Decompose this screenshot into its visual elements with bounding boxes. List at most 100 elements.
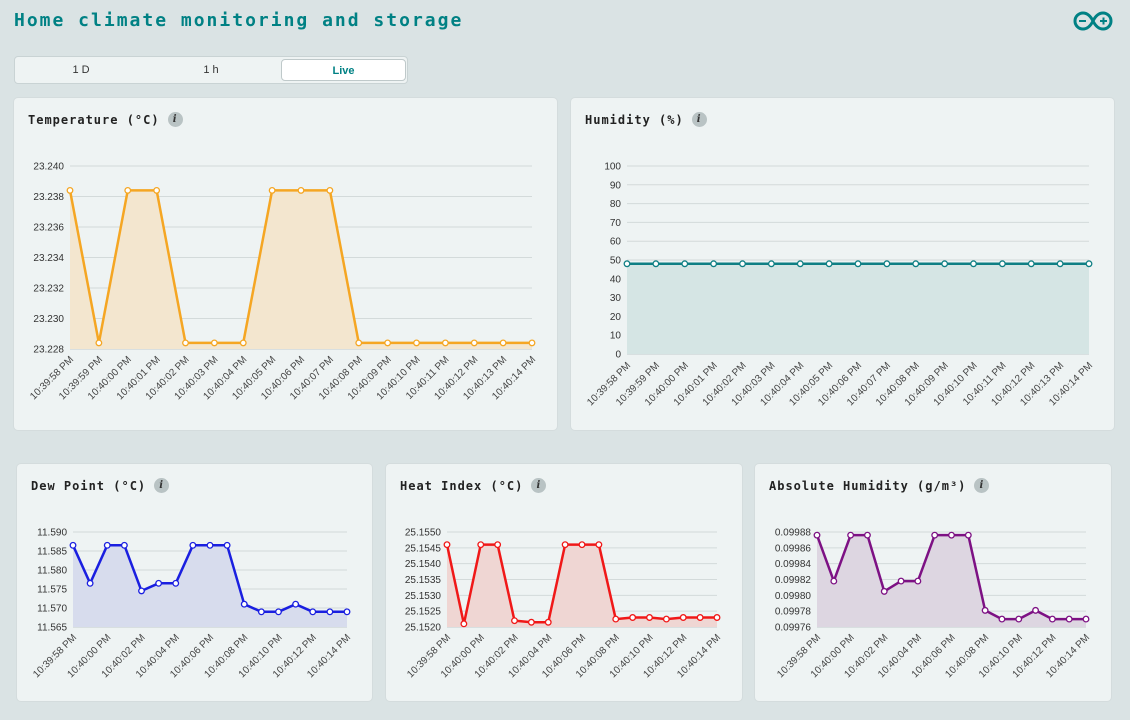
data-point[interactable] <box>86 579 94 587</box>
data-point[interactable] <box>1048 615 1056 623</box>
dew-point-card: 11.565 11.570 11.575 11.580 11.585 11.590 10:3… <box>17 464 372 701</box>
data-point[interactable] <box>739 260 746 268</box>
data-point[interactable] <box>527 618 535 626</box>
tab-live[interactable]: Live <box>281 59 406 81</box>
data-point[interactable] <box>710 260 718 268</box>
data-point[interactable] <box>499 339 507 347</box>
data-point[interactable] <box>1032 606 1040 614</box>
data-point[interactable] <box>292 600 300 608</box>
data-point[interactable] <box>511 617 518 625</box>
data-point[interactable] <box>172 579 180 587</box>
data-point[interactable] <box>914 577 922 585</box>
data-point[interactable] <box>268 186 276 194</box>
data-point[interactable] <box>883 260 891 268</box>
data-point[interactable] <box>138 587 145 595</box>
data-point[interactable] <box>998 260 1006 268</box>
data-point[interactable] <box>662 615 670 623</box>
data-point[interactable] <box>847 531 855 539</box>
data-point[interactable] <box>69 541 77 549</box>
data-point[interactable] <box>964 531 972 539</box>
data-point[interactable] <box>326 186 334 194</box>
data-point[interactable] <box>124 186 132 194</box>
info-icon[interactable]: i <box>691 112 707 127</box>
series-area <box>447 544 717 627</box>
data-point[interactable] <box>297 186 305 194</box>
data-point[interactable] <box>528 339 536 347</box>
info-icon[interactable]: i <box>154 478 170 493</box>
data-point[interactable] <box>384 339 392 347</box>
data-point[interactable] <box>796 260 804 268</box>
data-point[interactable] <box>189 541 197 549</box>
data-point[interactable] <box>681 260 689 268</box>
data-point[interactable] <box>239 339 247 347</box>
data-point[interactable] <box>240 600 248 608</box>
data-point[interactable] <box>970 260 977 268</box>
data-point[interactable] <box>1085 260 1093 268</box>
data-point[interactable] <box>912 260 920 268</box>
info-icon[interactable]: i <box>974 478 990 493</box>
data-point[interactable] <box>326 608 334 616</box>
data-point[interactable] <box>443 541 451 549</box>
data-point[interactable] <box>713 614 721 621</box>
data-point[interactable] <box>494 541 502 549</box>
data-point[interactable] <box>813 531 821 539</box>
data-point[interactable] <box>825 260 833 268</box>
data-point[interactable] <box>897 577 905 585</box>
data-point[interactable] <box>931 531 939 539</box>
data-point[interactable] <box>153 186 161 194</box>
data-point[interactable] <box>854 260 862 268</box>
data-point[interactable] <box>1056 260 1064 268</box>
y-tick-label: 0.09982 <box>775 575 812 586</box>
data-point[interactable] <box>470 339 478 347</box>
data-point[interactable] <box>948 531 955 539</box>
data-point[interactable] <box>223 541 231 549</box>
data-point[interactable] <box>210 339 218 347</box>
data-point[interactable] <box>612 615 620 623</box>
data-point[interactable] <box>880 587 888 595</box>
data-point[interactable] <box>95 339 103 347</box>
data-point[interactable] <box>652 260 660 268</box>
tab-1h[interactable]: 1 h <box>203 64 219 76</box>
data-point[interactable] <box>309 608 317 616</box>
data-point[interactable] <box>629 614 637 621</box>
data-point[interactable] <box>595 541 603 549</box>
data-point[interactable] <box>998 615 1006 623</box>
data-point[interactable] <box>155 579 163 587</box>
data-point[interactable] <box>1065 615 1073 623</box>
data-point[interactable] <box>767 260 775 268</box>
data-point[interactable] <box>275 608 282 616</box>
data-point[interactable] <box>66 186 74 194</box>
data-point[interactable] <box>477 541 485 549</box>
data-point[interactable] <box>679 614 687 621</box>
data-point[interactable] <box>544 618 552 626</box>
data-point[interactable] <box>355 339 363 347</box>
data-point[interactable] <box>206 541 214 549</box>
info-icon[interactable]: i <box>167 112 183 127</box>
data-point[interactable] <box>343 608 351 616</box>
temperature-chart: 23.228 23.230 23.232 23.234 23.236 23.238 23.2… <box>28 162 538 403</box>
data-point[interactable] <box>413 339 420 347</box>
data-point[interactable] <box>561 541 569 549</box>
data-point[interactable] <box>441 339 449 347</box>
data-point[interactable] <box>1082 615 1090 623</box>
data-point[interactable] <box>578 541 586 549</box>
data-point[interactable] <box>646 614 653 621</box>
data-point[interactable] <box>696 614 704 621</box>
y-tick-label: 40 <box>610 274 622 285</box>
series-area <box>70 190 532 349</box>
info-icon[interactable]: i <box>531 478 547 493</box>
y-tick-label: 70 <box>610 218 622 229</box>
data-point[interactable] <box>623 260 631 268</box>
tab-1d[interactable]: 1 D <box>72 64 90 76</box>
data-point[interactable] <box>981 606 989 614</box>
data-point[interactable] <box>460 620 468 628</box>
data-point[interactable] <box>941 260 949 268</box>
data-point[interactable] <box>103 541 111 549</box>
data-point[interactable] <box>257 608 265 616</box>
data-point[interactable] <box>1015 615 1023 623</box>
data-point[interactable] <box>863 531 871 539</box>
data-point[interactable] <box>1027 260 1035 268</box>
data-point[interactable] <box>120 541 128 549</box>
data-point[interactable] <box>830 577 838 585</box>
data-point[interactable] <box>182 339 189 347</box>
